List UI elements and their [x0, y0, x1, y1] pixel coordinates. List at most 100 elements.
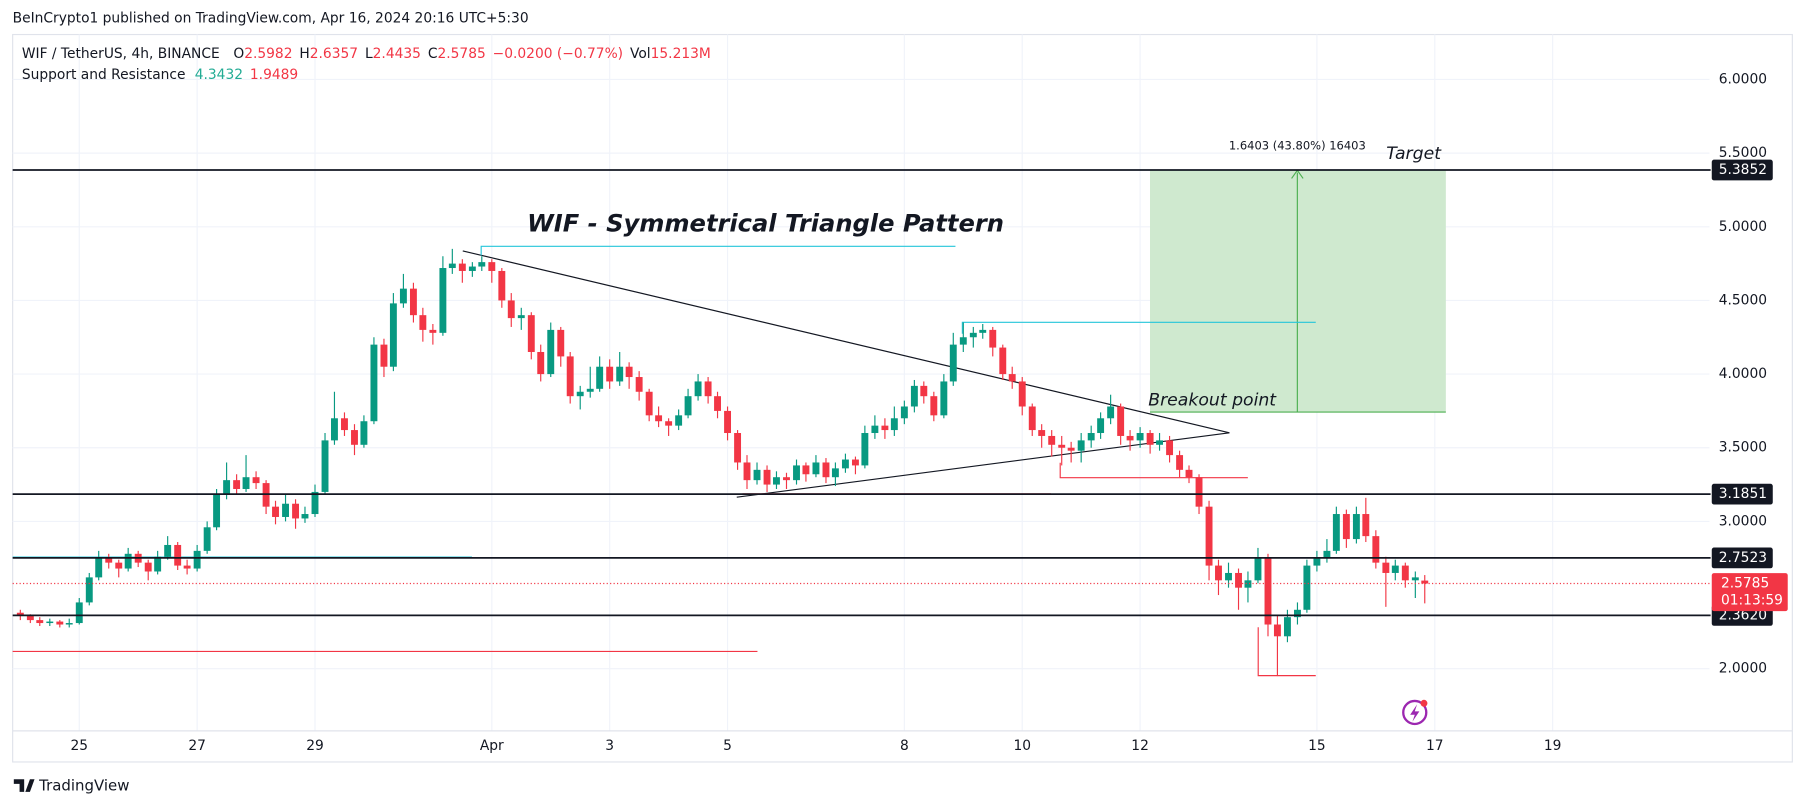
level-label: 2.7523: [1719, 550, 1767, 566]
candle-body: [46, 621, 54, 624]
ohlc-key: C: [428, 46, 438, 62]
candle-body: [999, 347, 1007, 375]
candle-body: [1205, 506, 1213, 566]
candle-body: [959, 337, 967, 345]
candle-body: [1303, 565, 1311, 610]
candles: [16, 248, 1429, 677]
candle-body: [301, 514, 309, 519]
candle-body: [36, 620, 44, 624]
candle-body: [537, 351, 545, 375]
candle-body: [1362, 514, 1370, 537]
ohlc-value: 2.5982: [244, 46, 292, 62]
pattern-title: WIF - Symmetrical Triangle Pattern: [527, 209, 1004, 237]
candle-body: [330, 418, 338, 441]
candle-body: [252, 477, 260, 484]
candle-body: [419, 315, 427, 330]
candle-body: [694, 381, 702, 397]
y-tick-label: 5.0000: [1719, 219, 1767, 235]
candle-body: [321, 440, 329, 492]
icon-dot: [1420, 699, 1428, 707]
candle-body: [861, 433, 869, 466]
candle-body: [1067, 447, 1075, 451]
candle-body: [360, 421, 368, 445]
icon-ring: [1402, 699, 1428, 726]
x-tick-label: 29: [306, 738, 324, 754]
candle-body: [1048, 435, 1056, 445]
candle-body: [282, 503, 289, 517]
candle-body: [851, 459, 859, 466]
candle-body: [1225, 572, 1232, 581]
symbol-legend: WIF / TetherUS, 4h, BINANCE O2.5982 H2.63…: [22, 46, 711, 62]
alert-icon[interactable]: [1402, 699, 1428, 726]
y-tick-label: 3.0000: [1719, 513, 1767, 529]
candle-body: [1136, 433, 1144, 441]
candle-body: [547, 329, 555, 375]
candle-body: [1391, 565, 1399, 573]
candle-body: [625, 366, 633, 378]
candle-body: [154, 556, 162, 572]
ohlc-value: 2.5785: [437, 46, 485, 62]
candle-body: [65, 623, 73, 625]
y-tick-label: 4.0000: [1719, 366, 1767, 382]
candle-body: [1195, 477, 1203, 507]
candle-body: [1283, 617, 1291, 637]
candle-body: [949, 344, 957, 382]
candle-body: [773, 477, 780, 485]
candle-body: [616, 366, 624, 382]
candle-body: [1087, 433, 1095, 441]
x-tick-label: 5: [723, 738, 732, 754]
candle-body: [75, 602, 83, 624]
candle-body: [969, 332, 977, 338]
candle-body: [468, 266, 476, 271]
candle-body: [1411, 577, 1419, 581]
candle-body: [1126, 435, 1134, 441]
candle-body: [1313, 558, 1321, 566]
candle-body: [890, 418, 898, 431]
candle-body: [635, 377, 643, 392]
candle-body: [1421, 580, 1429, 584]
candle-body: [900, 406, 908, 419]
candle-body: [910, 385, 918, 407]
level-tag: [1711, 547, 1773, 569]
levels: 5.3852 3.1851 2.7523 2.3620 2.5785 01:13:59: [12, 159, 1788, 626]
candle-body: [557, 329, 565, 357]
candle-body: [1372, 536, 1380, 563]
candle-body: [26, 615, 34, 621]
candle-body: [1028, 406, 1036, 431]
candle-body: [871, 425, 879, 434]
candle-body: [979, 329, 987, 333]
footer-logo: TradingView: [13, 777, 130, 795]
candle-body: [16, 612, 24, 616]
candle-body: [1117, 406, 1125, 436]
candle-body: [1254, 558, 1262, 581]
ohlc-key: L: [365, 46, 373, 62]
published-note: BeInCrypto1 published on TradingView.com…: [13, 10, 529, 26]
candle-body: [1323, 550, 1331, 559]
candle-body: [1342, 514, 1350, 540]
candle-body: [448, 263, 456, 269]
candle-body: [714, 396, 721, 411]
candle-body: [370, 344, 378, 422]
candle-body: [399, 288, 407, 304]
candle-body: [429, 329, 437, 333]
ohlc-value: 2.6357: [310, 46, 358, 62]
candle-body: [930, 396, 938, 416]
candle-body: [1008, 374, 1016, 382]
candle-body: [517, 315, 525, 319]
level-tag: [1711, 159, 1773, 181]
chart-frame: [12, 33, 1793, 763]
candle-body: [743, 462, 751, 481]
y-tick-label: 4.5000: [1719, 292, 1767, 308]
target-label: Target: [1386, 144, 1442, 164]
candle-body: [1107, 406, 1115, 419]
candle-body: [311, 491, 319, 515]
last-price-label: 2.5785: [1721, 575, 1769, 591]
change: −0.0200 (−0.77%): [493, 46, 623, 62]
candle-body: [881, 425, 889, 431]
candle-body: [812, 462, 820, 475]
candle-body: [1294, 609, 1301, 618]
candle-body: [831, 468, 839, 478]
triangle-upper: [462, 250, 1230, 434]
x-tick-label: 8: [900, 738, 909, 754]
